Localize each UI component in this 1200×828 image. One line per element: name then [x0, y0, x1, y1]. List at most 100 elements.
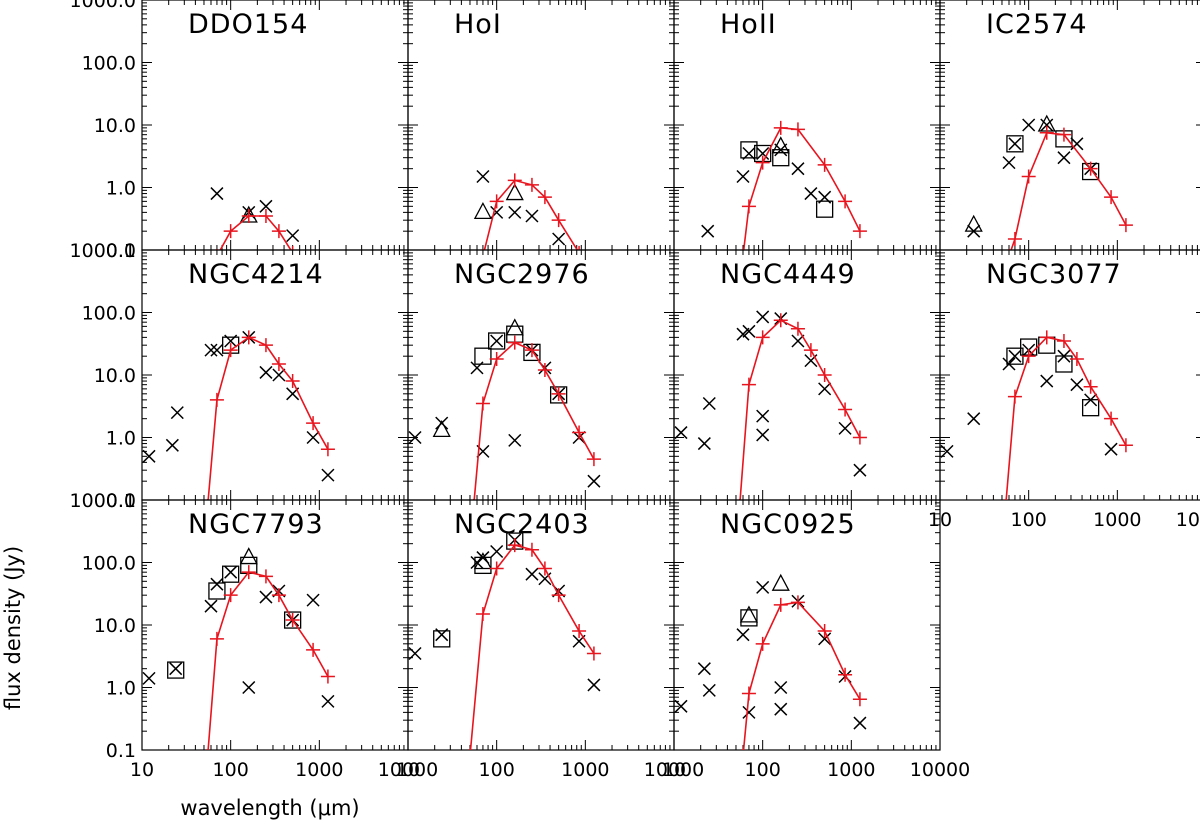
square-marker	[283, 611, 302, 629]
cross-marker	[259, 590, 273, 604]
model-point	[551, 213, 566, 228]
model-curve	[219, 215, 292, 250]
square-marker	[208, 582, 226, 600]
cross-marker	[165, 438, 179, 452]
model-point	[285, 374, 300, 389]
model-point	[852, 224, 867, 239]
cross-marker	[967, 412, 981, 426]
square-marker	[815, 200, 834, 218]
x-tick-label: 1000	[1093, 509, 1141, 531]
model-point	[1039, 330, 1054, 345]
model-point	[773, 313, 788, 328]
panel-ticks	[673, 0, 940, 251]
cross-marker	[170, 406, 184, 420]
model-point	[1118, 218, 1133, 233]
panel-title: NGC2976	[454, 259, 590, 290]
cross-marker	[1104, 442, 1118, 456]
model-point	[489, 194, 504, 209]
x-tick-label: 10	[396, 759, 420, 781]
model-point	[755, 636, 770, 651]
panel-ticks	[407, 250, 674, 501]
x-tick-label: 10	[130, 759, 154, 781]
panel-data	[674, 310, 867, 500]
panel-ticks	[407, 0, 674, 251]
model-point	[241, 208, 256, 223]
model-point	[803, 343, 818, 358]
model-point	[271, 588, 286, 603]
model-point	[578, 245, 580, 250]
model-point	[507, 538, 522, 553]
model-point	[537, 190, 552, 205]
cross-marker	[587, 474, 601, 488]
cross-marker	[525, 567, 539, 581]
x-tick-label: 100	[479, 759, 515, 781]
cross-marker	[736, 169, 750, 184]
cross-marker	[210, 577, 224, 591]
square-marker	[433, 630, 451, 648]
panel-title: NGC4214	[188, 259, 324, 290]
cross-marker	[674, 699, 688, 713]
cross-marker	[204, 599, 218, 613]
panel-ddo154: 0.1 1.0 10.0 100.0 1000.0 DDO154	[70, 0, 409, 262]
square-marker	[1055, 355, 1073, 373]
panel-title: NGC3077	[986, 259, 1122, 290]
model-point	[241, 330, 256, 345]
model-point	[223, 343, 238, 358]
cross-marker	[674, 426, 688, 440]
model-curve	[742, 127, 861, 250]
x-tick-label: 1000	[295, 759, 343, 781]
model-point	[551, 386, 566, 401]
square-marker	[740, 141, 758, 159]
y-tick-label: 0.1	[106, 490, 136, 512]
panel-ngc0925: 10 100 1000 10000 NGC0925	[662, 499, 970, 781]
model-point	[306, 416, 321, 431]
cross-marker	[756, 310, 770, 324]
cross-marker	[1070, 137, 1084, 151]
panel-data	[142, 330, 335, 500]
cross-marker	[408, 646, 422, 661]
y-tick-label: 100.0	[82, 303, 136, 325]
triangle-marker	[771, 573, 790, 591]
cross-marker	[804, 187, 818, 201]
y-tick-label: 1.0	[106, 678, 136, 700]
square-marker	[474, 556, 492, 575]
model-point	[1069, 352, 1084, 367]
cross-marker	[853, 716, 867, 730]
model-point	[524, 343, 539, 358]
x-tick-label: 10	[662, 759, 686, 781]
y-tick-label: 10.0	[94, 615, 136, 637]
model-point	[1083, 379, 1098, 394]
cross-marker	[408, 430, 422, 445]
y-tick-label: 10.0	[94, 115, 136, 137]
panel-ticks	[939, 250, 1200, 501]
panel-ngc3077: 10100100010000NGC3077	[928, 249, 1200, 531]
y-tick-label: 1.0	[106, 178, 136, 200]
model-point	[475, 606, 490, 621]
model-point	[755, 330, 770, 345]
model-point	[209, 631, 224, 646]
x-tick-label: 100	[1011, 509, 1047, 531]
y-tick-label: 1000.0	[70, 490, 136, 512]
x-tick-label: 10000	[910, 759, 970, 781]
panel-ngc4214: 0.1 1.0 10.0 100.0 1000.0 NGC4214	[70, 240, 409, 512]
model-point	[320, 442, 335, 457]
square-marker	[488, 332, 506, 350]
model-point	[537, 363, 552, 378]
model-point	[209, 392, 224, 407]
panel-data	[408, 532, 601, 750]
model-point	[852, 692, 867, 707]
model-point	[489, 352, 504, 367]
model-point	[1104, 190, 1119, 205]
model-point	[271, 356, 286, 371]
cross-marker	[321, 694, 335, 708]
model-point	[241, 565, 256, 580]
model-point	[223, 588, 238, 603]
model-point	[586, 452, 601, 467]
model-point	[537, 561, 552, 576]
panel-ngc2403: 10 100 1000 10000 NGC2403	[396, 499, 704, 781]
cross-marker	[210, 343, 224, 357]
model-point	[838, 667, 853, 682]
model-point	[258, 208, 273, 223]
cross-marker	[756, 580, 770, 594]
y-tick-label: 0.1	[106, 240, 136, 262]
